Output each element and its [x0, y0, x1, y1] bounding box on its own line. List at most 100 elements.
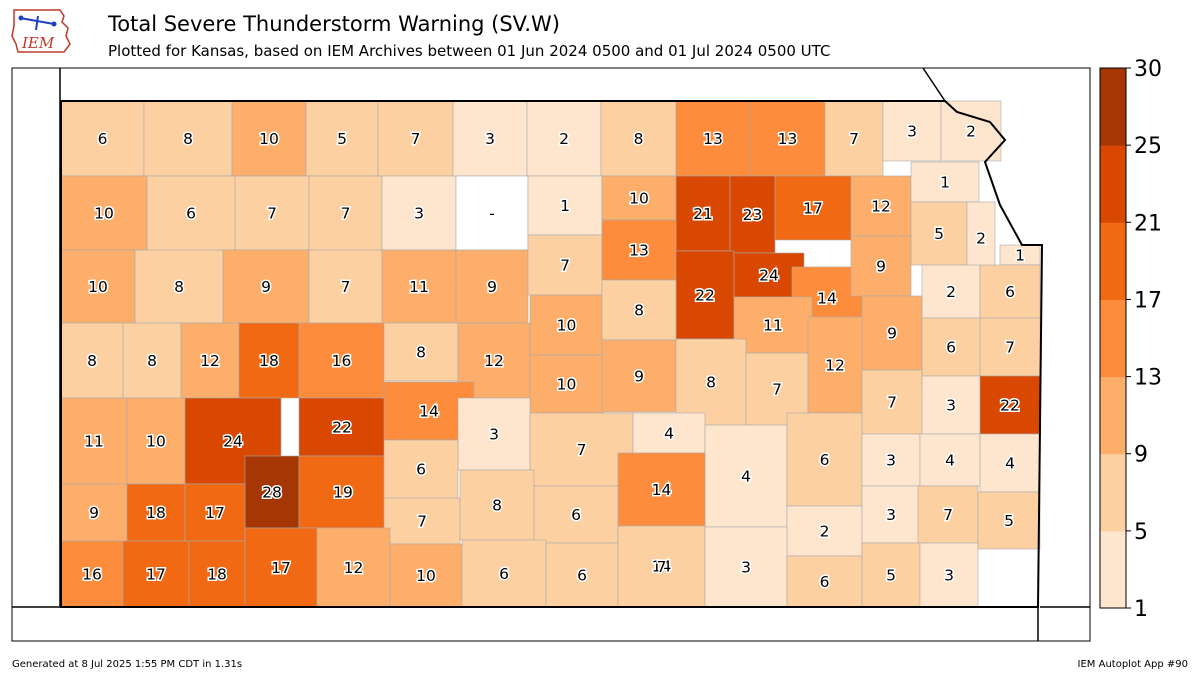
county-polygon: [861, 433, 921, 487]
county-value-label: 8: [147, 352, 157, 370]
county-polygon: [452, 100, 528, 177]
county-polygon: [134, 249, 224, 324]
county-polygon: [786, 555, 863, 608]
county-polygon: [729, 175, 776, 254]
colorbar-swatch: [1100, 453, 1126, 532]
county-value-label: 9: [876, 258, 886, 276]
county-value-label: 7: [849, 130, 859, 148]
county-polygon: [455, 249, 529, 324]
county-polygon: [457, 397, 531, 471]
county-value-label: 8: [174, 278, 184, 296]
colorbar-swatch: [1100, 299, 1126, 378]
county-value-label: 9: [887, 325, 897, 343]
county-polygon: [601, 279, 677, 341]
county-value-label: 13: [778, 130, 798, 148]
county-value-label: 6: [186, 205, 196, 223]
county-value-label: 17: [803, 200, 823, 218]
county-value-label: 13: [703, 130, 723, 148]
colorbar-tick-label: 1: [1134, 597, 1148, 622]
county-polygon: [234, 175, 310, 251]
colorbar-tick-label: 21: [1134, 211, 1162, 236]
county-value-label: 5: [337, 130, 347, 148]
colorbar-swatch: [1100, 222, 1126, 300]
county-value-label: 28: [262, 484, 282, 502]
county-value-label: 17: [205, 504, 225, 522]
colorbar-frame: [1099, 67, 1127, 609]
county-value-label: 7: [411, 130, 421, 148]
county-polygon: [383, 322, 459, 382]
county-value-label: 7: [267, 205, 277, 223]
county-value-label: 8: [706, 374, 716, 392]
county-polygon: [704, 526, 788, 608]
county-value-label: 3: [944, 567, 954, 585]
county-polygon: [786, 505, 863, 557]
colorbar-tick-label: 13: [1134, 366, 1162, 391]
county-value-label: 7: [577, 441, 587, 459]
county-value-label: 2: [820, 523, 830, 541]
colorbar-tick-label: 5: [1134, 520, 1148, 545]
logo-text: IEM: [21, 34, 55, 52]
county-value-label: 12: [484, 352, 504, 370]
county-value-label: 3: [886, 506, 896, 524]
county-value-label: 8: [634, 302, 644, 320]
county-value-label: 9: [89, 504, 99, 522]
county-value-label: 9: [487, 278, 497, 296]
app-id: IEM Autoplot App #90: [1077, 659, 1188, 670]
county-polygon: [122, 540, 190, 608]
colorbar-swatch: [1100, 376, 1126, 455]
county-value-label: 3: [489, 426, 499, 444]
county-polygon: [850, 175, 912, 237]
county-polygon: [601, 339, 677, 413]
county-polygon: [910, 201, 968, 266]
county-polygon: [979, 433, 1041, 493]
county-value-label: 11: [409, 278, 429, 296]
county-polygon: [381, 175, 457, 251]
county-value-label: 8: [183, 130, 193, 148]
county-value-label: 12: [825, 357, 845, 375]
county-value-label: 24: [759, 267, 779, 285]
county-polygon: [921, 317, 981, 377]
county-value-label: 7: [417, 513, 427, 531]
county-value-label: 6: [571, 506, 581, 524]
county-value-label: 7: [341, 205, 351, 223]
county-polygon: [529, 294, 604, 356]
kansas-state-outline: [60, 100, 1044, 608]
county-value-label: 18: [207, 566, 227, 584]
county-polygon: [850, 235, 912, 297]
county-polygon: [675, 175, 731, 252]
county-value-label: 10: [629, 190, 649, 208]
county-value-label: 11: [763, 317, 783, 335]
county-value-label: 9: [634, 368, 644, 386]
county-value-label: 22: [1000, 397, 1020, 415]
county-polygon: [60, 483, 128, 542]
county-value-label: 1: [1015, 247, 1025, 265]
county-value-label: 7: [560, 257, 570, 275]
county-polygon: [774, 175, 852, 241]
colorbar-tick-label: 17: [1134, 288, 1162, 313]
colorbar-swatches: [1100, 68, 1126, 609]
county-polygon: [461, 539, 547, 608]
colorbar-tick-label: 25: [1134, 134, 1162, 159]
county-value-label: 14: [652, 558, 672, 576]
county-value-label: 1: [940, 174, 950, 192]
county-polygon: [977, 491, 1041, 550]
county-value-label: 7: [1005, 339, 1015, 357]
county-polygon: [188, 540, 246, 608]
county-value-label: 16: [82, 566, 102, 584]
county-value-label: 9: [261, 278, 271, 296]
county-value-label: 7: [772, 381, 782, 399]
county-polygon: [749, 100, 826, 177]
county-value-label: 18: [146, 504, 166, 522]
county-polygon: [861, 369, 923, 435]
county-polygon: [60, 175, 148, 251]
county-value-label: 8: [492, 497, 502, 515]
county-polygon: [733, 296, 813, 354]
county-polygon: [222, 249, 310, 324]
county-polygon: [979, 375, 1041, 435]
map-subtitle: Plotted for Kansas, based on IEM Archive…: [108, 42, 831, 60]
colorbar-swatch: [1100, 145, 1126, 223]
county-value-label: 3: [886, 452, 896, 470]
county-value-label: -: [489, 205, 495, 223]
county-polygon: [60, 322, 124, 399]
